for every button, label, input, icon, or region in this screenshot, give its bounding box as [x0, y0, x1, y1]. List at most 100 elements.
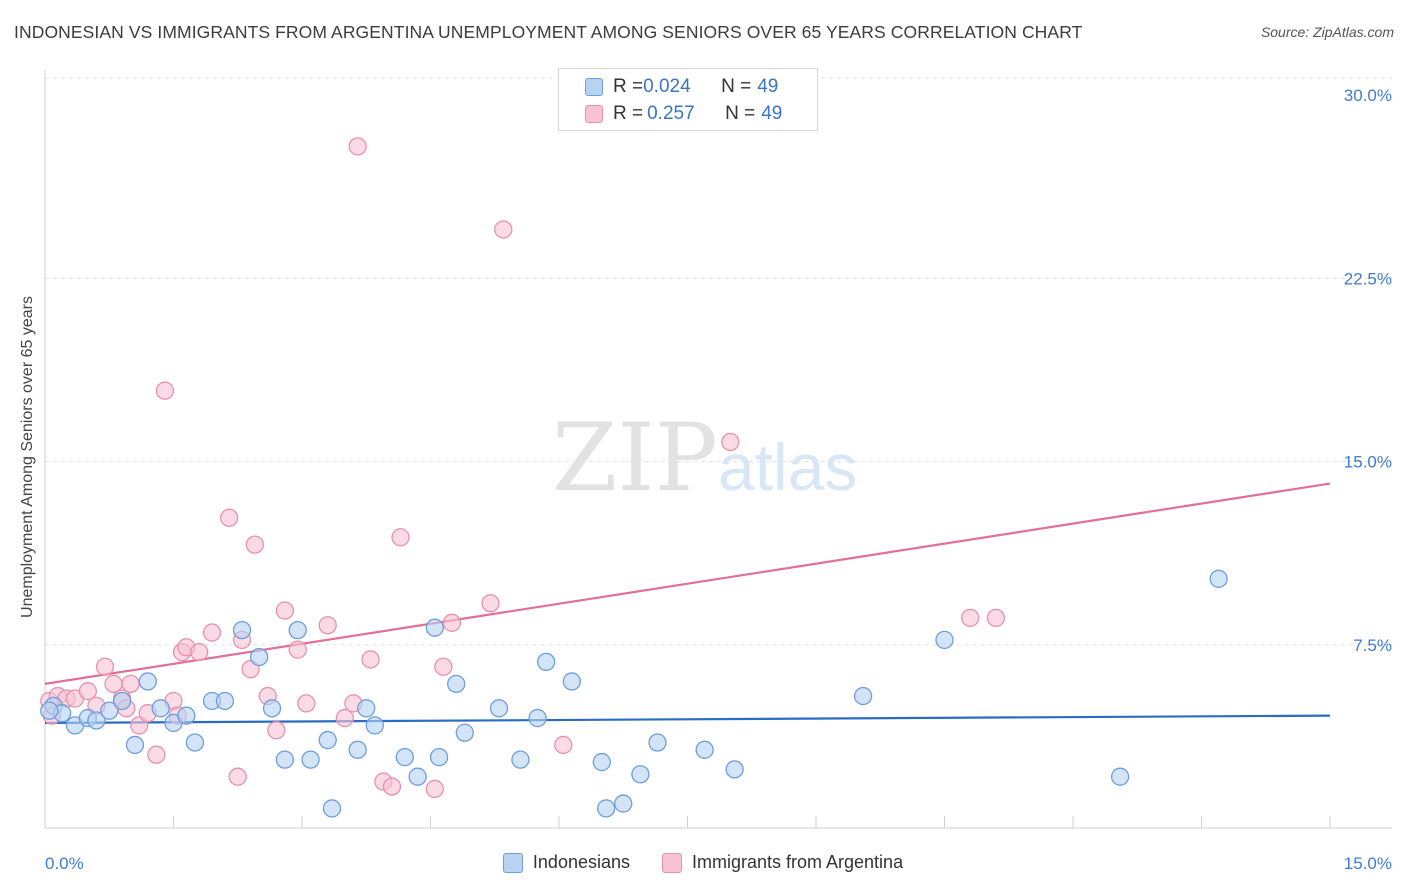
argentina-point [391, 528, 410, 547]
indonesians-point [357, 699, 376, 718]
argentina-point [425, 779, 444, 799]
legend-row-indonesians: R = 0.024 N = 49 [585, 76, 778, 98]
argentina-points [40, 137, 1006, 799]
legend-r-value: 0.024 [643, 76, 691, 97]
argentina-trend-line [44, 482, 1331, 685]
series-label-indonesians: Indonesians [532, 852, 630, 872]
grid-lines [45, 77, 1392, 646]
indonesians-point [125, 735, 145, 755]
argentina-point [721, 432, 740, 452]
legend-r-label: R = [613, 76, 644, 97]
y-tick-labels: 7.5% 15.0% 22.5% 30.0% [1344, 86, 1392, 655]
argentina-point [382, 777, 402, 796]
y-tick-label: 30.0% [1344, 86, 1392, 105]
indonesians-point [112, 691, 132, 711]
chart-title: INDONESIAN VS IMMIGRANTS FROM ARGENTINA … [14, 22, 1083, 42]
indonesians-point [275, 750, 295, 769]
argentina-point [95, 657, 115, 676]
argentina-point [494, 220, 513, 239]
watermark: ZIP atlas [552, 404, 857, 513]
indonesians-point [232, 620, 252, 640]
legend-n-label: N = [721, 76, 752, 97]
argentina-point [318, 616, 337, 635]
legend-row-argentina: R = 0.257 N = 49 [585, 103, 782, 125]
legend-n-value: 49 [761, 103, 783, 124]
argentina-point [481, 594, 500, 613]
argentina-point [361, 650, 380, 669]
argentina-point [121, 674, 140, 694]
indonesians-point [425, 618, 444, 637]
x-tick-labels: 0.0% 15.0% [45, 854, 1392, 873]
legend-swatch-argentina [585, 105, 603, 123]
indonesians-point [648, 733, 667, 752]
argentina-point [228, 767, 247, 786]
series-legend: Indonesians Immigrants from Argentina [0, 852, 1406, 873]
series-swatch-argentina [662, 852, 682, 873]
series-legend-argentina: Immigrants from Argentina [662, 852, 903, 873]
indonesians-point [725, 760, 744, 779]
legend-swatch-indonesians [585, 78, 603, 96]
indonesians-points [40, 569, 1228, 818]
indonesians-point [614, 794, 633, 813]
argentina-point [202, 623, 222, 642]
x-tick-marks [173, 816, 1331, 828]
indonesians-point [631, 765, 650, 784]
indonesians-point [151, 699, 170, 718]
indonesians-point [318, 730, 337, 750]
series-label-argentina: Immigrants from Argentina [692, 852, 904, 872]
legend-r-label: R = [613, 103, 644, 124]
indonesians-point [511, 750, 530, 769]
indonesians-point [528, 708, 547, 728]
indonesians-point [177, 706, 196, 725]
indonesians-point [322, 799, 342, 818]
indonesians-point [562, 672, 581, 691]
indonesians-point [1110, 767, 1130, 786]
indonesians-point [596, 799, 616, 818]
indonesians-point [185, 733, 205, 752]
x-tick-label: 0.0% [45, 854, 84, 873]
argentina-point [190, 642, 209, 662]
argentina-point [288, 640, 307, 659]
indonesians-point [40, 701, 59, 720]
indonesians-point [408, 767, 427, 786]
y-tick-label: 15.0% [1344, 453, 1392, 472]
indonesians-point [447, 674, 466, 694]
argentina-point [78, 682, 97, 701]
indonesians-point [301, 750, 320, 769]
argentina-point [986, 608, 1006, 628]
x-tick-label: 15.0% [1344, 854, 1392, 873]
argentina-point [442, 613, 462, 632]
indonesians-point [395, 748, 414, 767]
argentina-point [245, 535, 265, 554]
indonesians-point [100, 701, 119, 720]
watermark-atlas: atlas [718, 430, 857, 504]
argentina-point [275, 601, 295, 620]
indonesians-point [1209, 569, 1228, 588]
y-axis-label: Unemployment Among Seniors over 65 years [19, 296, 36, 618]
argentina-point [335, 708, 354, 728]
argentina-point [348, 137, 367, 156]
indonesians-point [365, 716, 384, 735]
argentina-point [267, 721, 286, 740]
indonesians-point [935, 630, 954, 650]
series-legend-indonesians: Indonesians [502, 852, 630, 873]
indonesians-point [455, 723, 474, 742]
y-tick-label: 22.5% [1344, 269, 1392, 288]
indonesians-point [262, 699, 282, 718]
indonesians-point [537, 652, 556, 672]
argentina-point [554, 735, 573, 755]
watermark-zip: ZIP [552, 404, 718, 513]
argentina-point [434, 657, 453, 676]
indonesians-point [695, 740, 714, 759]
indonesians-point [592, 752, 611, 772]
source-label: Source: ZipAtlas.com [1260, 24, 1394, 40]
indonesians-point [138, 672, 157, 691]
legend-r-value: 0.257 [647, 103, 695, 124]
series-swatch-indonesians [502, 852, 523, 873]
y-tick-label: 7.5% [1353, 636, 1392, 655]
indonesians-point [348, 740, 367, 759]
legend-n-value: 49 [757, 76, 779, 97]
indonesians-point [250, 647, 269, 667]
argentina-point [297, 694, 316, 713]
